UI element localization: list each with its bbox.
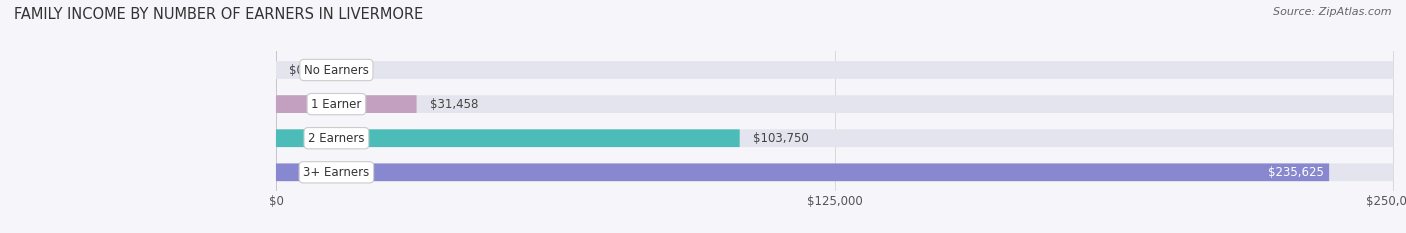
- Text: $0: $0: [290, 64, 304, 76]
- Text: FAMILY INCOME BY NUMBER OF EARNERS IN LIVERMORE: FAMILY INCOME BY NUMBER OF EARNERS IN LI…: [14, 7, 423, 22]
- Text: $31,458: $31,458: [430, 98, 478, 111]
- FancyBboxPatch shape: [276, 163, 1329, 181]
- Text: Source: ZipAtlas.com: Source: ZipAtlas.com: [1274, 7, 1392, 17]
- FancyBboxPatch shape: [276, 95, 416, 113]
- Text: 1 Earner: 1 Earner: [311, 98, 361, 111]
- Text: 2 Earners: 2 Earners: [308, 132, 364, 145]
- Text: $235,625: $235,625: [1268, 166, 1323, 179]
- Text: 3+ Earners: 3+ Earners: [304, 166, 370, 179]
- Text: $103,750: $103,750: [754, 132, 808, 145]
- FancyBboxPatch shape: [276, 61, 1393, 79]
- Text: No Earners: No Earners: [304, 64, 368, 76]
- FancyBboxPatch shape: [276, 95, 1393, 113]
- FancyBboxPatch shape: [276, 163, 1393, 181]
- FancyBboxPatch shape: [276, 129, 1393, 147]
- FancyBboxPatch shape: [276, 129, 740, 147]
